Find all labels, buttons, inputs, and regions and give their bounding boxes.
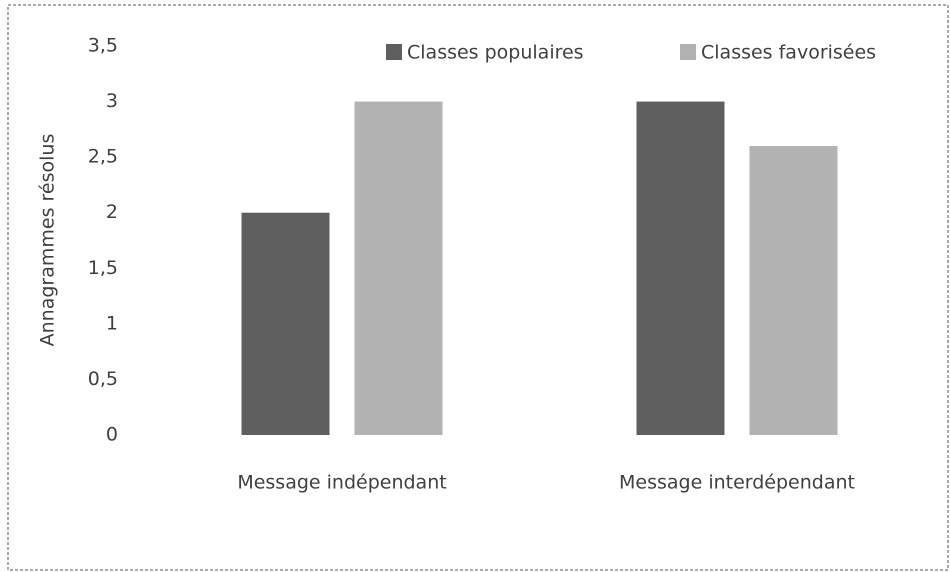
x-tick-label: Message interdépendant — [619, 472, 855, 494]
y-tick-label: 1 — [106, 312, 118, 334]
legend-swatch — [386, 44, 402, 60]
bar — [749, 146, 838, 435]
legend-swatch — [680, 44, 696, 60]
bar — [354, 101, 443, 436]
y-tick-label: 1,5 — [88, 257, 118, 279]
bar — [241, 212, 330, 435]
y-tick-label: 2 — [106, 201, 118, 223]
y-tick-label: 0,5 — [88, 368, 118, 390]
y-tick-label: 3 — [106, 90, 118, 112]
y-tick-label: 3,5 — [88, 35, 118, 57]
y-tick-label: 2,5 — [88, 146, 118, 168]
chart-border — [7, 4, 949, 571]
x-tick-label: Message indépendant — [237, 472, 446, 494]
legend-label: Classes populaires — [407, 42, 584, 64]
legend-label: Classes favorisées — [701, 42, 876, 64]
y-axis-label: Annagrammes résolus — [37, 134, 59, 347]
y-tick-label: 0 — [106, 424, 118, 446]
bar — [636, 101, 725, 436]
